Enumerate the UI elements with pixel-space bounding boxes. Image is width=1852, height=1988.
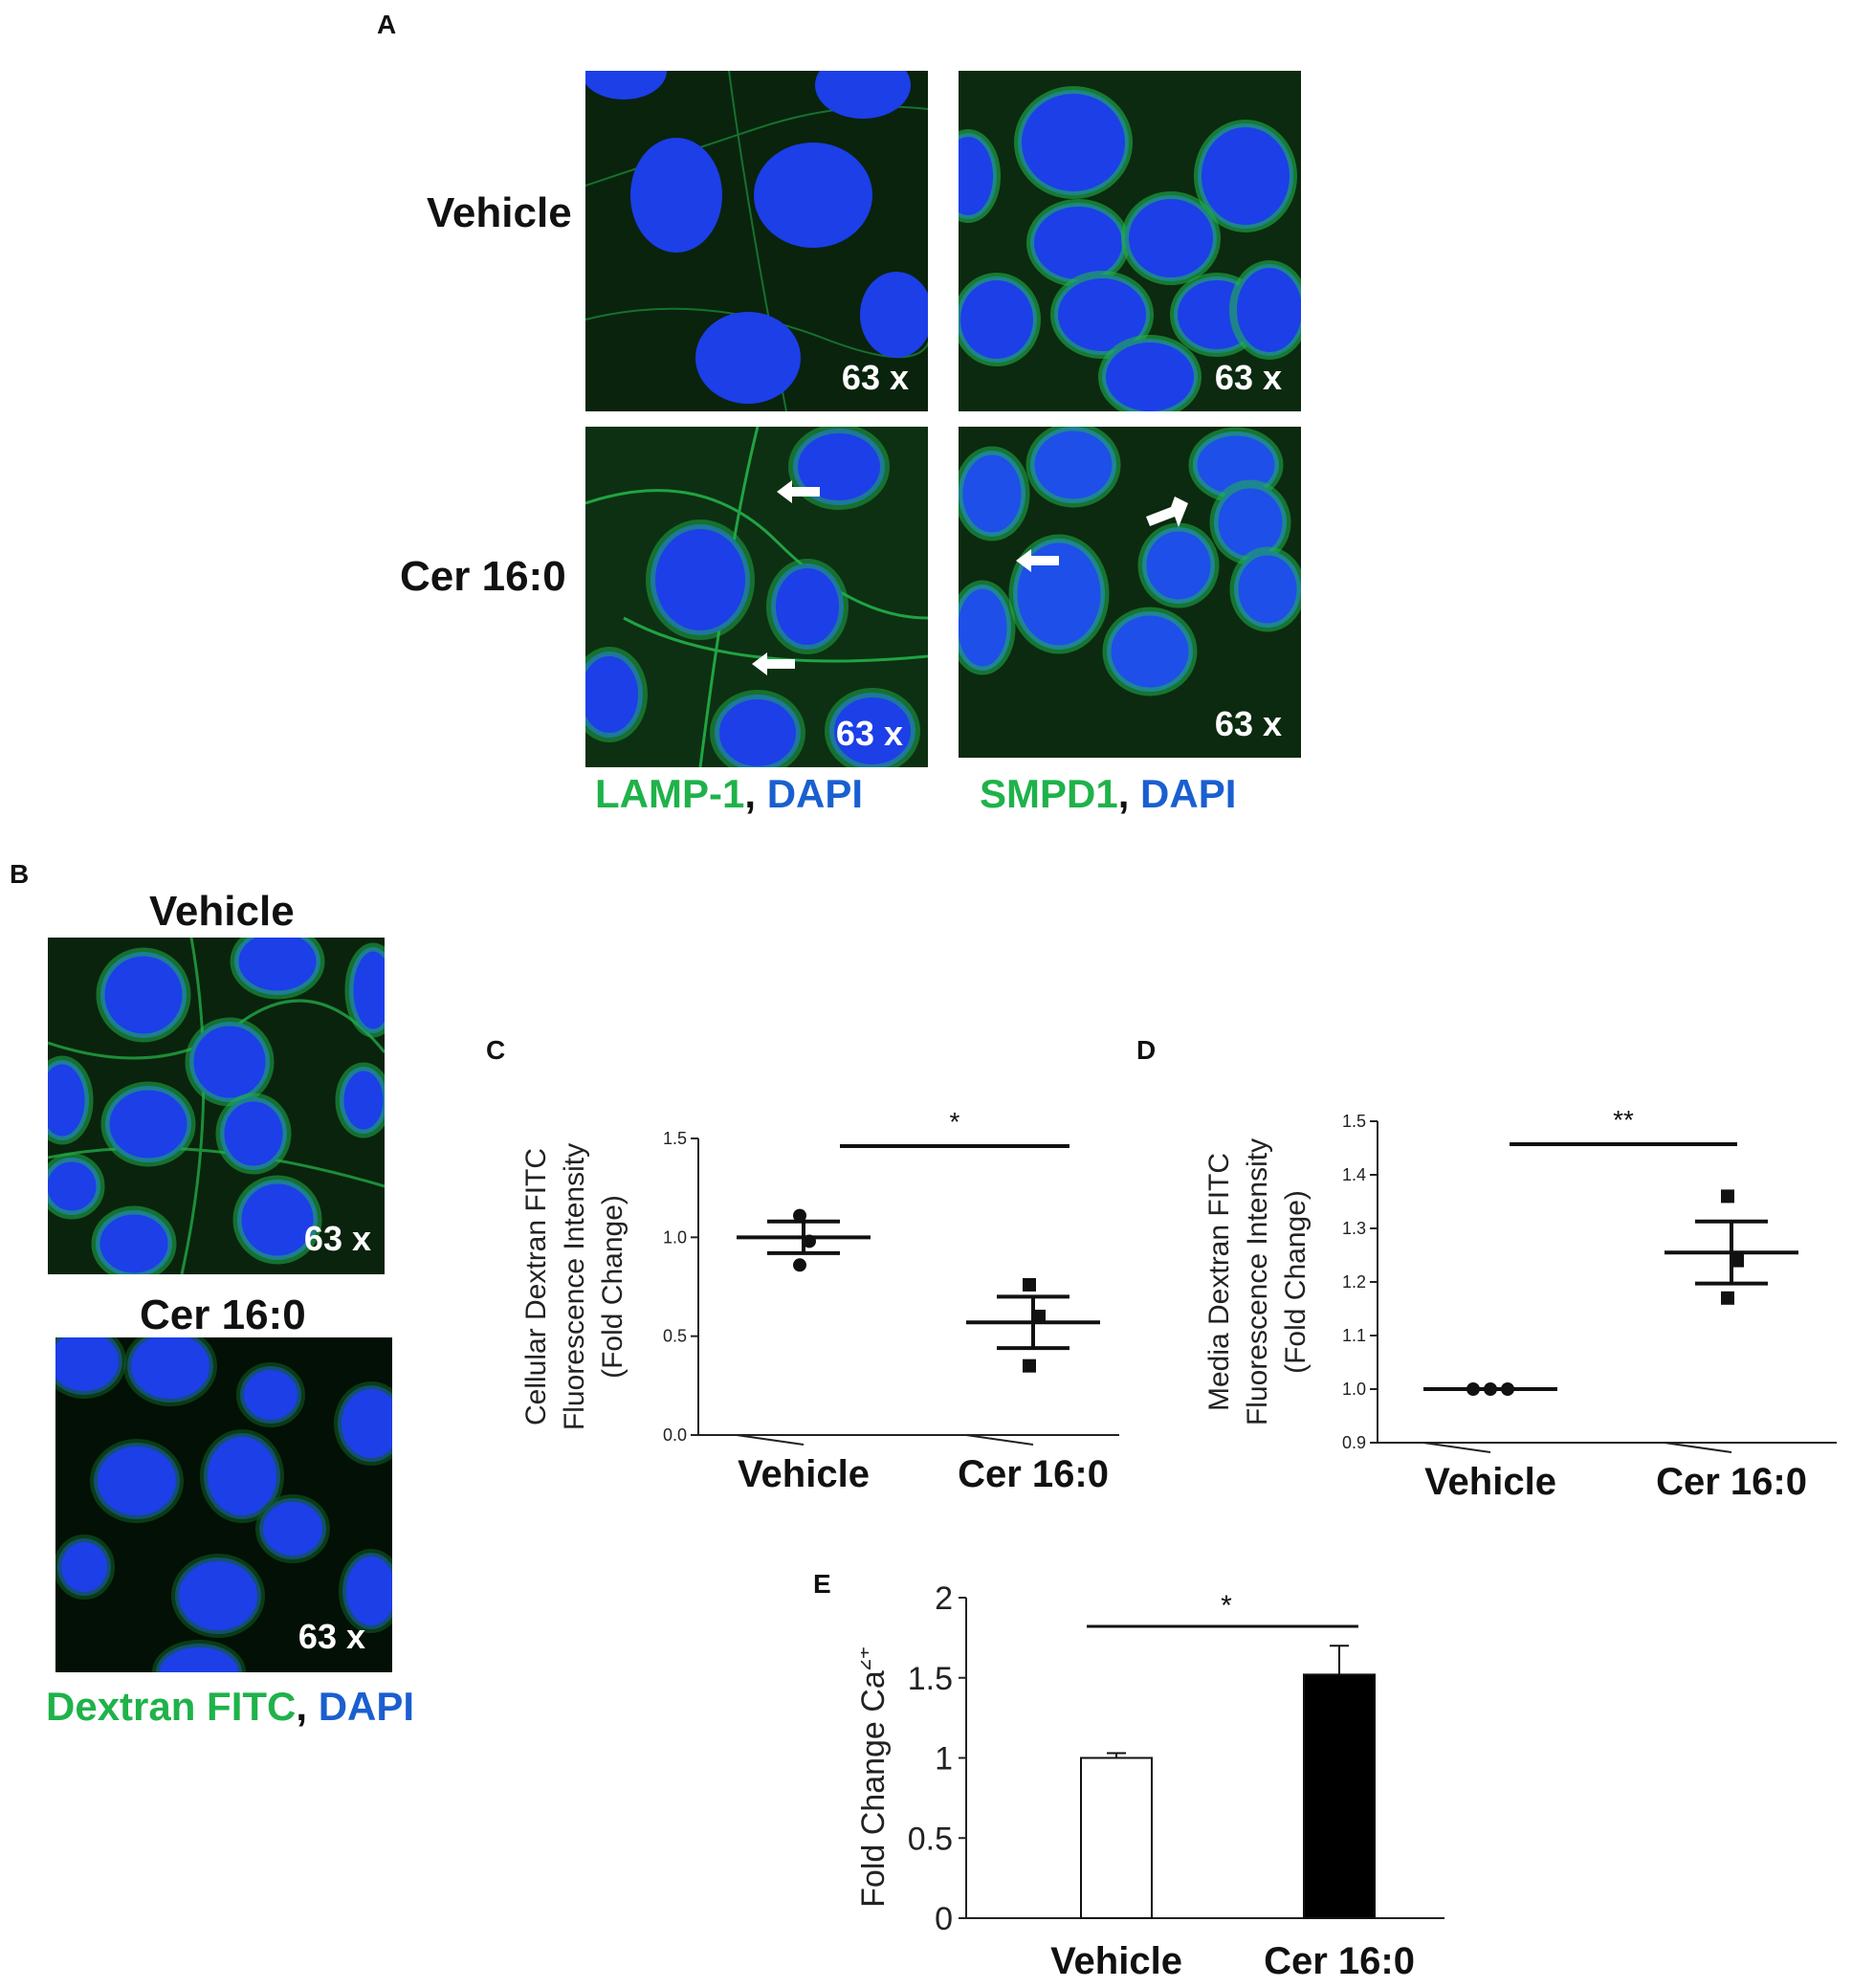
magnification-label: 63 x — [298, 1617, 365, 1656]
x-tick — [736, 1434, 805, 1446]
data-point — [1032, 1310, 1046, 1323]
significance-marker: ** — [1613, 1105, 1634, 1135]
chart-c: 0.0 0.5 1.0 1.5 Cellular Dextran FITC Fluores… — [507, 1081, 1138, 1535]
stain-blue-label: DAPI — [318, 1684, 415, 1729]
stain-green-label: SMPD1 — [980, 771, 1118, 816]
data-point — [1466, 1382, 1480, 1396]
data-point — [1721, 1189, 1734, 1204]
y-tick-label: 1.5 — [908, 1661, 953, 1697]
y-axis-label: Fluorescence Intensity — [1242, 1138, 1273, 1425]
data-point — [793, 1258, 806, 1272]
y-tick-label: 1.1 — [1342, 1326, 1366, 1345]
x-tick-label: Vehicle — [738, 1453, 870, 1495]
micrograph-smpd1-vehicle: 63 x — [959, 71, 1301, 411]
row-label-cer: Cer 16:0 — [400, 553, 566, 600]
y-tick-label: 1.5 — [1342, 1112, 1366, 1131]
y-axis-label: (Fold Change) — [597, 1195, 628, 1379]
micrograph-lamp1-cer: 63 x — [585, 427, 928, 767]
y-tick-label: 1 — [935, 1741, 953, 1778]
data-point — [1731, 1253, 1744, 1268]
significance-marker: * — [950, 1107, 960, 1137]
y-axis-label: (Fold Change) — [1280, 1190, 1312, 1374]
y-axis-label: Fold Change Ca2+ — [861, 1646, 892, 1908]
panel-b-title-vehicle: Vehicle — [149, 888, 295, 935]
x-tick-label: Vehicle — [1424, 1461, 1556, 1503]
micrograph-image — [959, 427, 1301, 758]
stain-green-label: Dextran FITC — [46, 1684, 297, 1729]
panel-letter-a: A — [377, 10, 397, 39]
micrograph-image — [585, 427, 928, 767]
magnification-label: 63 x — [835, 714, 903, 753]
bar — [1080, 1756, 1153, 1919]
y-tick-label: 0.9 — [1342, 1433, 1366, 1452]
y-tick-label: 1.5 — [663, 1129, 687, 1148]
stain-separator: , — [744, 771, 767, 816]
y-tick-label: 1.0 — [1342, 1380, 1366, 1399]
y-tick-label: 1.0 — [663, 1227, 687, 1247]
y-axis-label: Media Dextran FITC — [1203, 1153, 1235, 1411]
magnification-label: 63 x — [1214, 358, 1282, 397]
data-point — [1023, 1358, 1036, 1373]
panel-letter-c: C — [486, 1035, 506, 1065]
y-axis-label: Cellular Dextran FITC — [520, 1148, 552, 1425]
stain-blue-label: DAPI — [1140, 771, 1237, 816]
significance-marker: * — [1221, 1590, 1232, 1622]
data-point — [1484, 1382, 1497, 1396]
chart-d: 0.9 1.0 1.1 1.2 1.3 1.4 1.5 Media Dextran FITC F… — [1196, 1081, 1846, 1535]
x-tick — [1422, 1442, 1491, 1453]
y-axis-label: Fluorescence Intensity — [559, 1143, 590, 1430]
caption-lamp1-dapi: LAMP-1, DAPI — [595, 771, 863, 817]
data-point — [793, 1208, 806, 1223]
chart-d-svg: 0.9 1.0 1.1 1.2 1.3 1.4 1.5 Media Dextran FITC F… — [1203, 1105, 1837, 1503]
chart-e-svg: 0 0.5 1 1.5 2 Fold Change Ca2+ Vehicle Cer 16:0… — [851, 1580, 1444, 1982]
y-tick-label: 0 — [935, 1901, 953, 1937]
row-label-vehicle: Vehicle — [427, 189, 572, 236]
micrograph-image — [55, 1337, 392, 1672]
panel-letter-e: E — [813, 1569, 831, 1599]
y-tick-label: 0.5 — [908, 1821, 953, 1857]
x-tick — [1664, 1442, 1732, 1453]
chart-e: 0 0.5 1 1.5 2 Fold Change Ca2+ Vehicle Cer 16:0… — [851, 1579, 1473, 1985]
x-tick-label: Vehicle — [1050, 1940, 1182, 1980]
arrow-icon — [1016, 497, 1188, 572]
micrograph-image — [585, 71, 928, 411]
y-tick-label: 0.5 — [663, 1327, 687, 1346]
micrograph-image — [48, 938, 385, 1274]
bar — [1303, 1673, 1376, 1920]
magnification-label: 63 x — [303, 1219, 371, 1258]
x-tick-label: Cer 16:0 — [1656, 1461, 1807, 1503]
data-point — [1023, 1277, 1036, 1292]
micrograph-dextran-vehicle: 63 x — [48, 938, 385, 1274]
y-tick-label: 1.2 — [1342, 1272, 1366, 1292]
panel-b-title-cer: Cer 16:0 — [140, 1292, 306, 1338]
data-point — [1501, 1382, 1514, 1396]
stain-green-label: LAMP-1 — [595, 771, 745, 816]
micrograph-smpd1-cer: 63 x — [959, 427, 1301, 758]
micrograph-lamp1-vehicle: 63 x — [585, 71, 928, 411]
caption-dextran-dapi: Dextran FITC, DAPI — [46, 1684, 414, 1730]
y-tick-label: 1.3 — [1342, 1219, 1366, 1238]
panel-letter-b: B — [10, 859, 30, 889]
data-point — [803, 1234, 816, 1248]
micrograph-dextran-cer: 63 x — [55, 1337, 392, 1672]
micrograph-image — [959, 71, 1301, 411]
y-tick-label: 1.4 — [1342, 1165, 1366, 1184]
panel-letter-d: D — [1136, 1035, 1157, 1065]
stain-blue-label: DAPI — [766, 771, 864, 816]
y-tick-label: 2 — [935, 1580, 953, 1617]
x-tick — [965, 1434, 1034, 1446]
caption-smpd1-dapi: SMPD1, DAPI — [980, 771, 1236, 817]
data-point — [1721, 1291, 1734, 1305]
magnification-label: 63 x — [841, 358, 909, 397]
magnification-label: 63 x — [1214, 704, 1282, 743]
stain-separator: , — [296, 1684, 319, 1729]
arrow-icon — [752, 480, 820, 675]
x-tick-label: Cer 16:0 — [1264, 1940, 1415, 1980]
chart-c-svg: 0.0 0.5 1.0 1.5 Cellular Dextran FITC Fluores… — [520, 1107, 1119, 1495]
x-tick-label: Cer 16:0 — [958, 1453, 1109, 1495]
stain-separator: , — [1117, 771, 1141, 816]
y-tick-label: 0.0 — [663, 1425, 687, 1445]
